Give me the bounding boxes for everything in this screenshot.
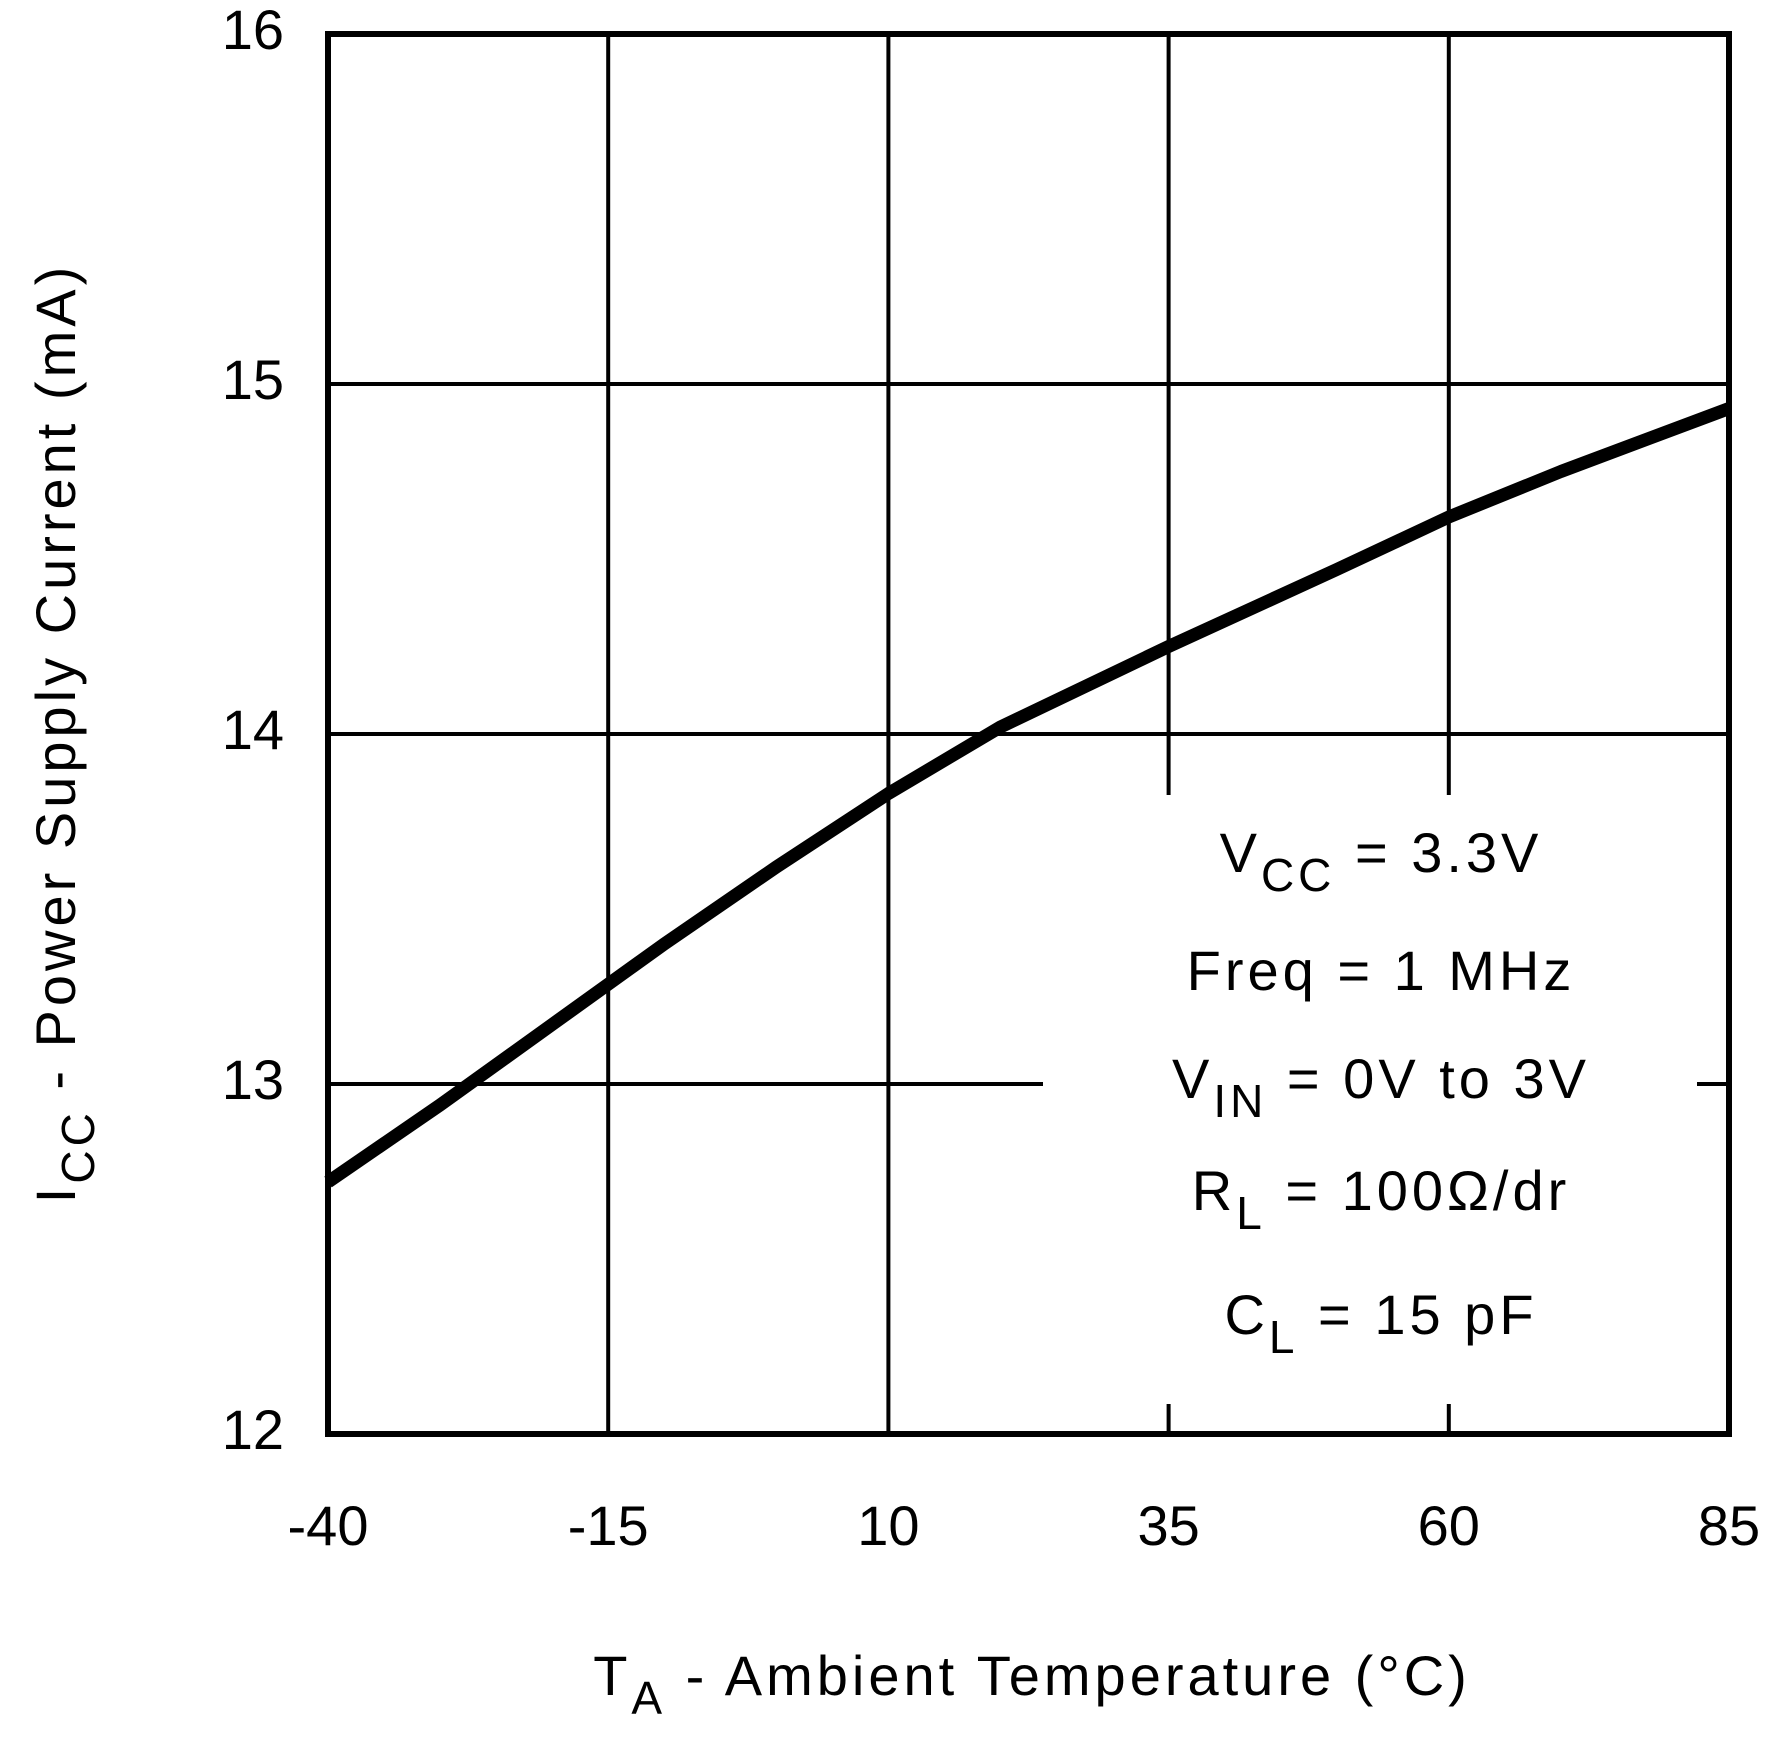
annotation: Freq = 1 MHz: [1187, 939, 1576, 1002]
x-axis-label-main: T: [593, 1644, 631, 1707]
annotation-main: V: [1220, 821, 1261, 884]
x-tick-label: 35: [1137, 1494, 1199, 1557]
annotation: CL = 15 pF: [1224, 1283, 1537, 1363]
annotation: VIN = 0V to 3V: [1172, 1047, 1590, 1127]
annotation-backdrop: [1043, 795, 1697, 1404]
x-axis-label-rest: - Ambient Temperature (°C): [666, 1644, 1471, 1707]
annotation-rest: = 3.3V: [1335, 821, 1542, 884]
annotation: RL = 100Ω/dr: [1192, 1159, 1571, 1239]
y-tick-label: 13: [222, 1048, 284, 1111]
x-tick-label: -40: [288, 1494, 369, 1557]
y-axis-label-sub: CC: [52, 1109, 104, 1183]
annotation-sub: L: [1269, 1311, 1299, 1363]
y-tick-label: 15: [222, 348, 284, 411]
annotation-main: R: [1192, 1159, 1236, 1222]
y-tick-label: 12: [222, 1398, 284, 1461]
x-tick-label: 10: [857, 1494, 919, 1557]
x-tick-label: 60: [1418, 1494, 1480, 1557]
x-tick-label: 85: [1698, 1494, 1760, 1557]
plot-frame: [325, 31, 1732, 1437]
annotation-sub: CC: [1261, 849, 1335, 901]
annotation-rest: = 100Ω/dr: [1266, 1159, 1570, 1222]
y-tick-label: 14: [222, 698, 284, 761]
data-line: [324, 402, 1732, 1188]
annotation-rest: = 15 pF: [1299, 1283, 1538, 1346]
y-axis-label-main: I: [24, 1184, 87, 1204]
x-axis-label-sub: A: [631, 1672, 666, 1724]
annotation-sub: IN: [1213, 1075, 1267, 1127]
annotation-main: Freq = 1 MHz: [1187, 939, 1576, 1002]
y-axis-label: ICC - Power Supply Current (mA): [24, 263, 104, 1203]
annotation-rest: = 0V to 3V: [1267, 1047, 1590, 1110]
annotation-sub: L: [1236, 1187, 1266, 1239]
annotation: VCC = 3.3V: [1220, 821, 1543, 901]
x-axis-label: TA - Ambient Temperature (°C): [593, 1644, 1471, 1724]
y-tick-label: 16: [222, 0, 284, 61]
annotation-main: C: [1224, 1283, 1268, 1346]
y-axis-label-rest: - Power Supply Current (mA): [24, 263, 87, 1109]
x-tick-label: -15: [568, 1494, 649, 1557]
annotation-main: V: [1172, 1047, 1213, 1110]
